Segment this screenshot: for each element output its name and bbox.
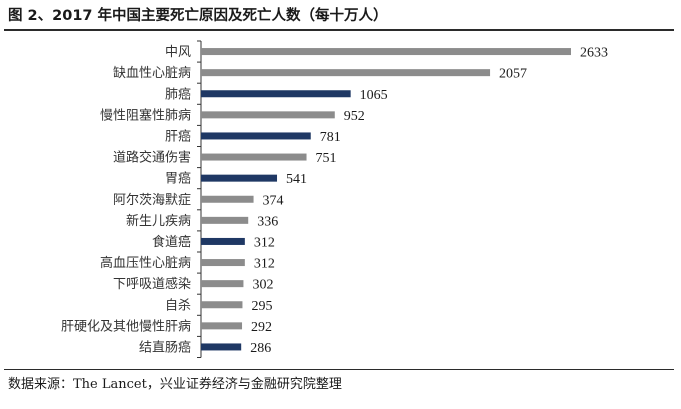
bar [201,174,278,182]
value-label: 374 [263,193,284,208]
category-label: 结直肠癌 [139,339,191,355]
value-label: 2057 [499,67,527,82]
bar [201,90,351,98]
bar [201,280,244,288]
bar [201,322,243,330]
value-label: 312 [254,257,275,272]
category-label: 肝硬化及其他慢性肝病 [61,318,191,334]
bar [201,216,249,224]
category-label: 道路交通伤害 [113,150,191,166]
category-label: 中风 [165,45,191,60]
bar [201,132,311,140]
value-label: 541 [286,172,307,187]
value-label: 292 [251,320,272,335]
value-label: 751 [316,151,337,166]
value-label: 781 [320,130,341,145]
category-label: 新生儿疾病 [126,213,191,229]
chart-title: 图 2、2017 年中国主要死亡原因及死亡人数（每十万人） [8,8,388,24]
category-label: 高血压性心脏病 [100,255,191,271]
source-note: 数据来源：The Lancet，兴业证券经济与金融研究院整理 [8,377,342,392]
bar [201,195,254,203]
bar [201,153,307,161]
category-label: 缺血性心脏病 [113,66,191,81]
value-label: 286 [250,341,271,356]
category-label: 阿尔茨海默症 [113,192,191,208]
category-label: 自杀 [165,298,191,313]
category-label: 慢性阻塞性肺病 [100,107,191,123]
footer-divider [4,369,674,370]
bar-chart: 中风 2633 缺血性心脏病 2057 肺癌 1065 慢性阻塞性肺病 952 肝癌 781 道路交… [61,40,608,358]
bar [201,343,242,351]
category-label: 肝癌 [165,128,191,144]
category-label: 食道癌 [152,234,191,250]
category-label: 下呼吸道感染 [113,276,191,292]
value-label: 2633 [580,46,608,61]
value-label: 295 [251,299,272,314]
bar [201,48,571,56]
value-label: 302 [252,278,273,293]
bar [201,69,491,77]
category-label: 肺癌 [165,86,191,102]
bar [201,301,243,309]
value-label: 336 [257,214,278,229]
title-divider [4,29,674,31]
bar [201,237,245,245]
bar [201,259,245,267]
bar [201,111,335,119]
value-label: 312 [254,235,275,250]
value-label: 952 [344,109,365,124]
category-label: 胃癌 [165,171,191,187]
value-label: 1065 [360,88,388,103]
